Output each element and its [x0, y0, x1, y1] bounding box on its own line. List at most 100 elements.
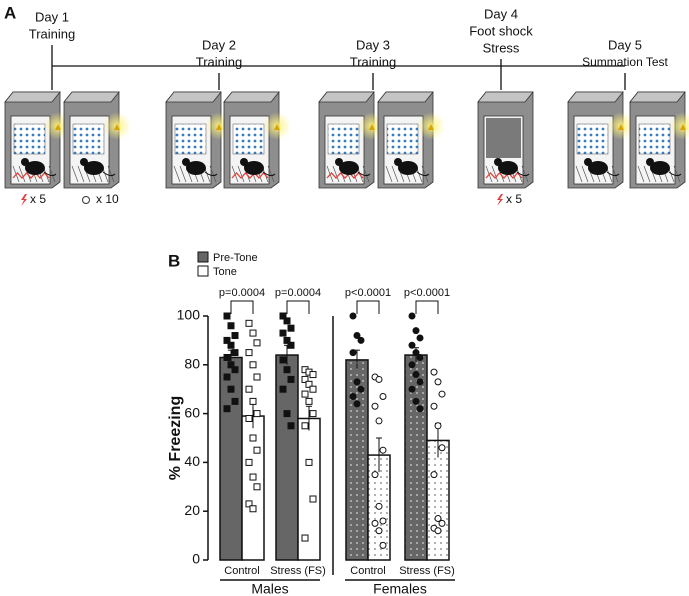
data-point [430, 368, 438, 376]
y-tick-label: 80 [184, 356, 200, 372]
data-point [353, 378, 361, 386]
data-point [249, 329, 257, 337]
data-point [287, 422, 295, 430]
data-point [353, 332, 361, 340]
bracket [415, 300, 439, 314]
mouse-head [240, 158, 248, 166]
data-point [434, 527, 442, 535]
bracket [286, 300, 310, 314]
p-value: p=0.0004 [219, 287, 265, 299]
mouse [650, 161, 670, 175]
shock [326, 172, 364, 179]
data-point [371, 471, 379, 479]
data-point [245, 319, 253, 327]
data-point [379, 541, 387, 549]
day-label: Training [350, 54, 396, 69]
data-point [279, 356, 287, 364]
shock [485, 172, 523, 179]
data-point [309, 385, 317, 393]
data-point [438, 444, 446, 452]
mouse-tail [516, 171, 530, 177]
chamber-window [486, 118, 521, 158]
chamber-top [318, 91, 375, 103]
data-point [412, 397, 420, 405]
shock [231, 172, 269, 179]
group-label: Females [373, 581, 427, 596]
data-point [375, 417, 383, 425]
data-point [253, 446, 261, 454]
data-point [227, 361, 235, 369]
chamber-window [327, 123, 360, 155]
mouse [186, 161, 206, 175]
light-glow [669, 112, 689, 140]
data-point [434, 515, 442, 523]
mouse [339, 161, 359, 175]
data-point [357, 336, 365, 344]
y-tick-label: 20 [184, 502, 200, 518]
x-tick-label: Control [224, 565, 259, 577]
shock-icon [497, 194, 503, 206]
y-tick-label: 60 [184, 404, 200, 420]
light [55, 124, 61, 130]
data-point [223, 373, 231, 381]
mouse [398, 161, 418, 175]
bar [426, 439, 450, 561]
light [680, 124, 686, 130]
data-point [416, 405, 424, 413]
data-point [245, 349, 253, 357]
light [369, 124, 375, 130]
floor-bar [267, 165, 275, 183]
data-point [279, 312, 287, 320]
data-point [227, 322, 235, 330]
mouse [84, 161, 104, 175]
count-label: x 5 [506, 192, 522, 206]
floor-bar [18, 165, 26, 183]
mouse-tail [416, 171, 430, 177]
mouse-tail [606, 171, 620, 177]
chamber-top [629, 91, 686, 103]
chamber-window [576, 123, 609, 155]
chamber-top [63, 91, 120, 103]
data-point [412, 371, 420, 379]
data-point [353, 400, 361, 408]
y-tick-label: 100 [177, 307, 201, 323]
data-point [245, 414, 253, 422]
mouse [25, 161, 45, 175]
day-label: Day 1 [35, 9, 69, 24]
data-point [416, 353, 424, 361]
floor-bar [237, 165, 245, 183]
p-value: p<0.0001 [345, 287, 391, 299]
legend-label: Tone [213, 266, 237, 278]
shock-icon [21, 194, 27, 206]
data-point [253, 483, 261, 491]
floor-bar [107, 165, 115, 183]
data-point [301, 534, 309, 542]
data-point [253, 339, 261, 347]
data-point [349, 312, 357, 320]
floor-bar [332, 165, 340, 183]
light [428, 124, 434, 130]
data-point [301, 422, 309, 430]
data-point [283, 336, 291, 344]
mouse-head [80, 158, 88, 166]
y-axis-label: % Freezing [167, 396, 184, 480]
data-point [408, 361, 416, 369]
data-point [227, 385, 235, 393]
data-point [408, 385, 416, 393]
chamber-window [232, 123, 265, 155]
data-point [305, 458, 313, 466]
data-point [309, 410, 317, 418]
data-point [375, 527, 383, 535]
data-point [279, 385, 287, 393]
day-label: Day 4 [484, 6, 518, 21]
floor-bar [611, 165, 619, 183]
data-point [223, 405, 231, 413]
data-point [227, 341, 235, 349]
data-point [223, 336, 231, 344]
data-point [305, 380, 313, 388]
data-point [287, 324, 295, 332]
legend-swatch [197, 265, 209, 277]
shock [12, 172, 50, 179]
chamber-window [72, 123, 105, 155]
data-point [379, 393, 387, 401]
